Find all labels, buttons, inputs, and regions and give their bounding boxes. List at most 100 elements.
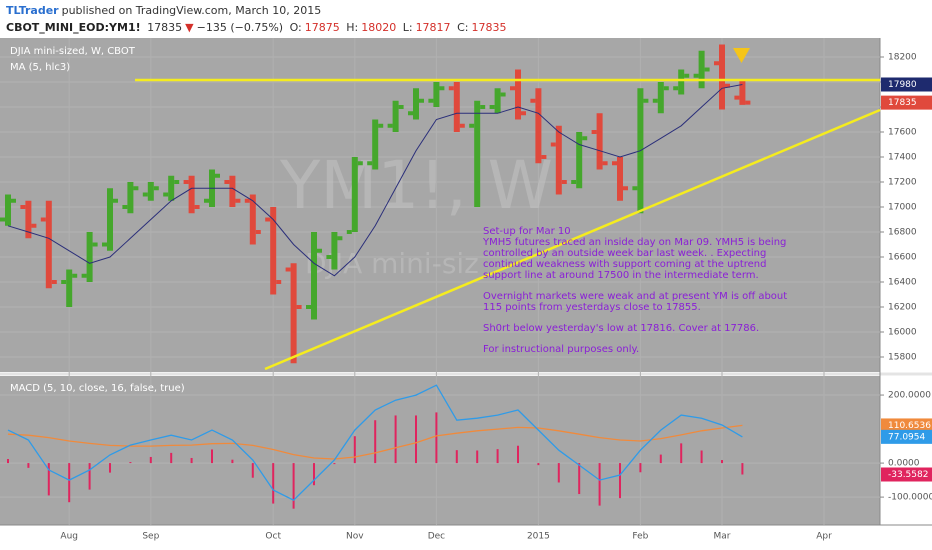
value-tag-label: 77.0954	[888, 432, 925, 442]
bar-close	[704, 67, 710, 72]
bar-close	[153, 186, 159, 191]
y-tick-label: 17000	[888, 203, 917, 213]
annotation-line: 115 points from yesterdays close to 1785…	[483, 302, 701, 313]
bar-range	[86, 232, 93, 282]
bar-close	[317, 248, 322, 253]
bar-range	[372, 119, 379, 170]
bar-range	[392, 100, 399, 132]
bar-range	[147, 182, 154, 201]
bar-open	[714, 61, 719, 66]
value-tag-label: -33.5582	[888, 470, 928, 480]
value-tag	[881, 467, 932, 482]
bar-close	[215, 173, 220, 178]
histogram-bar	[394, 415, 397, 464]
histogram-bar	[251, 463, 254, 478]
bar-open	[285, 267, 291, 272]
value-tag	[881, 77, 932, 92]
histogram-bar	[619, 463, 621, 499]
bar-range	[290, 263, 297, 364]
bar-open	[632, 186, 638, 191]
bar-range	[351, 157, 358, 232]
bar-open	[346, 230, 352, 234]
axes: 15800 16000 16200 16400 16600 16800 17000 17200…	[60, 53, 932, 542]
bar-range	[433, 82, 440, 107]
bar-range	[168, 175, 175, 201]
y-tick-label: 15800	[888, 353, 917, 363]
low-label: L:	[402, 21, 413, 34]
author[interactable]: TLTrader	[6, 4, 59, 17]
trend-line[interactable]	[264, 108, 881, 371]
bar-range	[555, 125, 562, 195]
bar-open	[265, 217, 271, 222]
macd-pane	[0, 376, 880, 525]
bar-open	[142, 192, 148, 197]
bar-range	[576, 132, 583, 189]
published: published on TradingView.com, March 10, …	[61, 4, 322, 17]
bar-open	[408, 111, 413, 116]
bar-close	[521, 111, 526, 116]
bar-close	[684, 73, 690, 78]
histogram-bar	[455, 450, 458, 464]
bar-open	[326, 255, 332, 259]
bar-close	[133, 186, 139, 191]
bar-open	[652, 98, 658, 103]
bar-close	[480, 105, 486, 109]
bar-open	[448, 86, 454, 91]
histogram-bar	[231, 459, 234, 464]
histogram-bar	[292, 463, 295, 509]
chart: YM1!, W DJIA mini-sized, W, CBOT DJIA mi…	[0, 38, 932, 542]
bar-range	[474, 100, 481, 207]
bar-close	[92, 242, 98, 247]
bar-open	[612, 161, 617, 166]
bar-close	[378, 123, 384, 128]
x-tick-label: Nov	[346, 532, 364, 542]
bar-open	[510, 86, 515, 91]
bar-open	[306, 305, 311, 309]
histogram-bar	[435, 412, 438, 464]
bar-range	[311, 232, 317, 320]
histogram-bar	[496, 449, 499, 464]
bar-open	[244, 198, 250, 203]
high-value: 18020	[361, 21, 397, 34]
bar-open	[204, 198, 209, 203]
histogram-bar	[149, 456, 152, 464]
marks	[0, 44, 751, 509]
bar-range	[270, 207, 277, 295]
bar-range	[249, 194, 256, 245]
bar-range	[494, 88, 501, 114]
histogram-bar	[272, 463, 275, 504]
y-tick-label: 17400	[888, 153, 917, 163]
x-tick-label: Feb	[632, 532, 648, 542]
histogram-bar	[639, 463, 642, 473]
histogram-bar	[211, 449, 213, 464]
bar-open	[428, 98, 434, 103]
bar-open	[530, 98, 536, 103]
annotation-line: controlled by an outside week bar last w…	[483, 248, 766, 259]
bar-close	[500, 92, 506, 97]
histogram-bar	[27, 463, 30, 468]
low-value: 17817	[415, 21, 451, 34]
bar-open	[367, 161, 373, 166]
value-tag	[881, 95, 932, 110]
x-tick-label: Aug	[60, 532, 78, 542]
bar-range	[698, 50, 705, 89]
annotation-line: continued weakness with support coming a…	[483, 259, 766, 270]
open-value: 17875	[304, 21, 340, 34]
bar-close	[31, 223, 37, 228]
x-tick-label: Mar	[714, 532, 731, 542]
annotation-line: Overnight markets were weak and at prese…	[483, 291, 787, 302]
high-label: H:	[346, 21, 359, 34]
arrow-marker[interactable]	[733, 48, 750, 63]
bar-range	[453, 82, 460, 132]
bar-close	[561, 180, 567, 184]
bar-range	[127, 182, 134, 214]
bar-range	[678, 69, 685, 95]
histogram-bar	[47, 463, 50, 496]
bar-close	[602, 161, 608, 166]
bar-close	[725, 83, 730, 88]
histogram-bar	[7, 459, 9, 464]
value-tag-label: 17980	[888, 80, 917, 90]
bar-range	[331, 232, 338, 270]
